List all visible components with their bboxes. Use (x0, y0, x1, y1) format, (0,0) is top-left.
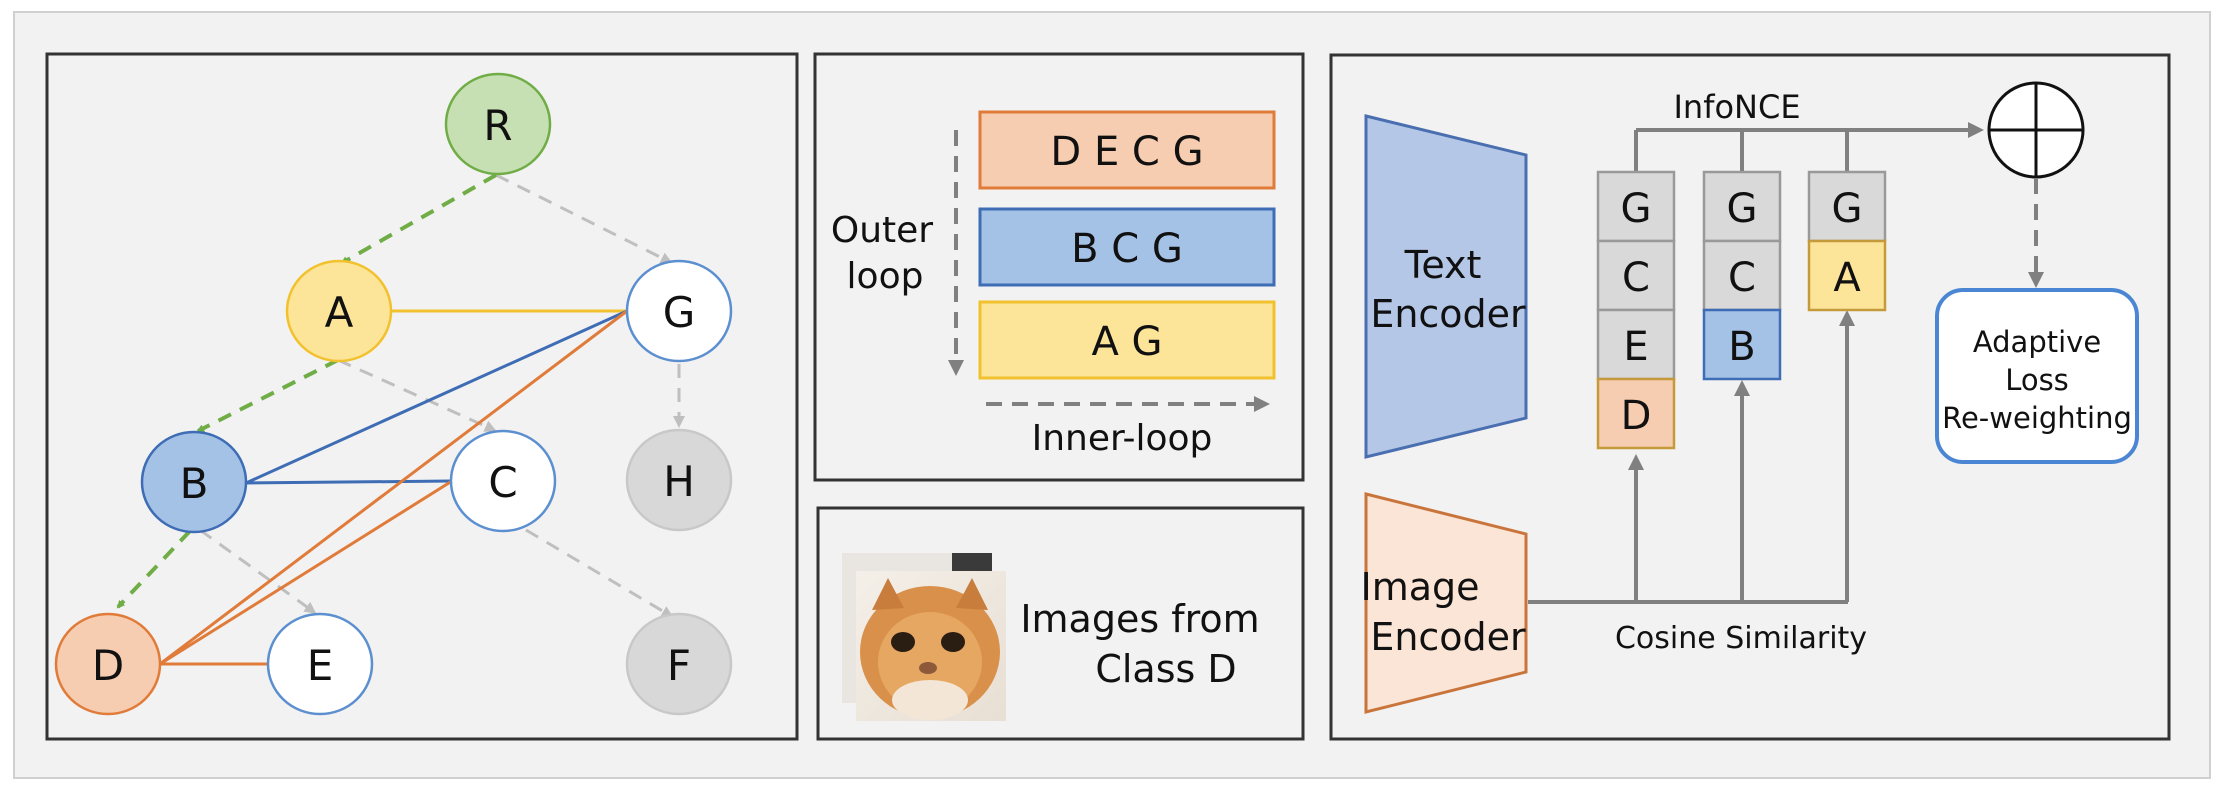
stack-2-cell-C: C (1702, 239, 1782, 312)
node-E: E (266, 612, 374, 716)
node-D: D (54, 612, 162, 716)
stack-2-cell-B: B (1702, 308, 1782, 381)
cosine-similarity-label: Cosine Similarity (1615, 621, 1867, 656)
svg-text:D: D (92, 641, 124, 690)
model-panel-frame (1329, 53, 2171, 741)
stack-3-cell-G: G (1807, 170, 1887, 243)
node-F: F (625, 612, 733, 716)
svg-text:E: E (1623, 324, 1648, 370)
svg-text:B: B (1728, 324, 1755, 370)
edge-B-D (116, 529, 192, 609)
edge-R-G (495, 173, 673, 264)
model-panel: Text Encoder Image Encoder Cosine Simila… (1329, 53, 2171, 741)
stack-1-cell-G: G (1596, 170, 1676, 243)
link-D-C (159, 479, 453, 666)
adaptive-loss-box: Adaptive Loss Re-weighting (1935, 288, 2139, 464)
svg-text:A: A (1833, 255, 1861, 301)
svg-text:Re-weighting: Re-weighting (1942, 401, 2132, 435)
svg-text:Encoder: Encoder (1370, 615, 1526, 659)
node-R: R (444, 72, 552, 176)
svg-text:F: F (667, 641, 691, 690)
svg-text:G: G (1727, 186, 1758, 232)
inner-loop-label: Inner-loop (1032, 418, 1213, 459)
loop-panel-frame (813, 52, 1305, 482)
outer-loop-label-line2: loop (847, 256, 924, 297)
images-caption-line1: Images from (1020, 597, 1259, 641)
node-C: C (449, 429, 557, 533)
svg-text:C: C (1728, 255, 1756, 301)
hierarchy-panel: R A G B C H D E (45, 52, 799, 741)
svg-text:B: B (180, 459, 209, 508)
svg-text:R: R (483, 101, 512, 150)
stack-3: G A (1807, 170, 1887, 312)
node-A: A (285, 259, 393, 363)
svg-text:B C G: B C G (1071, 226, 1183, 272)
images-panel: Images from Class D (816, 506, 1305, 741)
outer-loop-label-line1: Outer (831, 210, 933, 251)
svg-text:Encoder: Encoder (1370, 292, 1526, 336)
edge-C-F (525, 528, 674, 618)
stack-2: G C B (1702, 170, 1782, 381)
loop-panel: D E C G B C G A G Outer loop Inner-loop (813, 52, 1305, 482)
image-encoder: Image Encoder (1360, 492, 1528, 714)
svg-text:D E C G: D E C G (1050, 129, 1203, 175)
svg-text:C: C (488, 458, 517, 507)
svg-text:C: C (1622, 255, 1650, 301)
node-G: G (625, 259, 733, 363)
hierarchy-panel-frame (45, 52, 799, 741)
kitten-photo (842, 553, 1006, 721)
svg-text:G: G (1621, 186, 1652, 232)
svg-text:H: H (663, 457, 695, 506)
svg-text:Text: Text (1404, 243, 1482, 287)
stack-1-cell-D: D (1596, 377, 1676, 450)
stack-1-cell-C: C (1596, 239, 1676, 312)
link-B-C (245, 479, 453, 485)
svg-text:A G: A G (1091, 319, 1162, 365)
svg-text:D: D (1621, 393, 1652, 439)
stack-2-cell-G: G (1702, 170, 1782, 243)
loop-bar-3: A G (978, 300, 1276, 380)
stack-1: G C E D (1596, 170, 1676, 450)
stack-3-cell-A: A (1807, 239, 1887, 312)
link-D-G (159, 309, 628, 666)
circled-plus-icon (1987, 81, 2085, 179)
edge-A-C (337, 358, 497, 432)
node-B: B (140, 430, 248, 534)
stack-1-cell-E: E (1596, 308, 1676, 381)
node-H: H (625, 428, 733, 532)
images-caption-line2: Class D (1095, 647, 1236, 691)
svg-text:Adaptive: Adaptive (1973, 325, 2101, 359)
svg-text:G: G (663, 288, 696, 337)
svg-text:Loss: Loss (2005, 363, 2069, 397)
loop-bar-2: B C G (978, 207, 1276, 287)
text-encoder: Text Encoder (1364, 114, 1528, 459)
infonce-label: InfoNCE (1673, 88, 1800, 126)
images-panel-frame (816, 506, 1305, 741)
loop-bar-1: D E C G (978, 110, 1276, 190)
link-B-G (245, 309, 628, 485)
svg-text:E: E (307, 641, 334, 690)
svg-text:Image: Image (1360, 565, 1479, 609)
svg-text:A: A (325, 288, 354, 337)
edge-A-B (196, 358, 339, 433)
edge-R-A (340, 173, 497, 265)
svg-text:G: G (1832, 186, 1863, 232)
